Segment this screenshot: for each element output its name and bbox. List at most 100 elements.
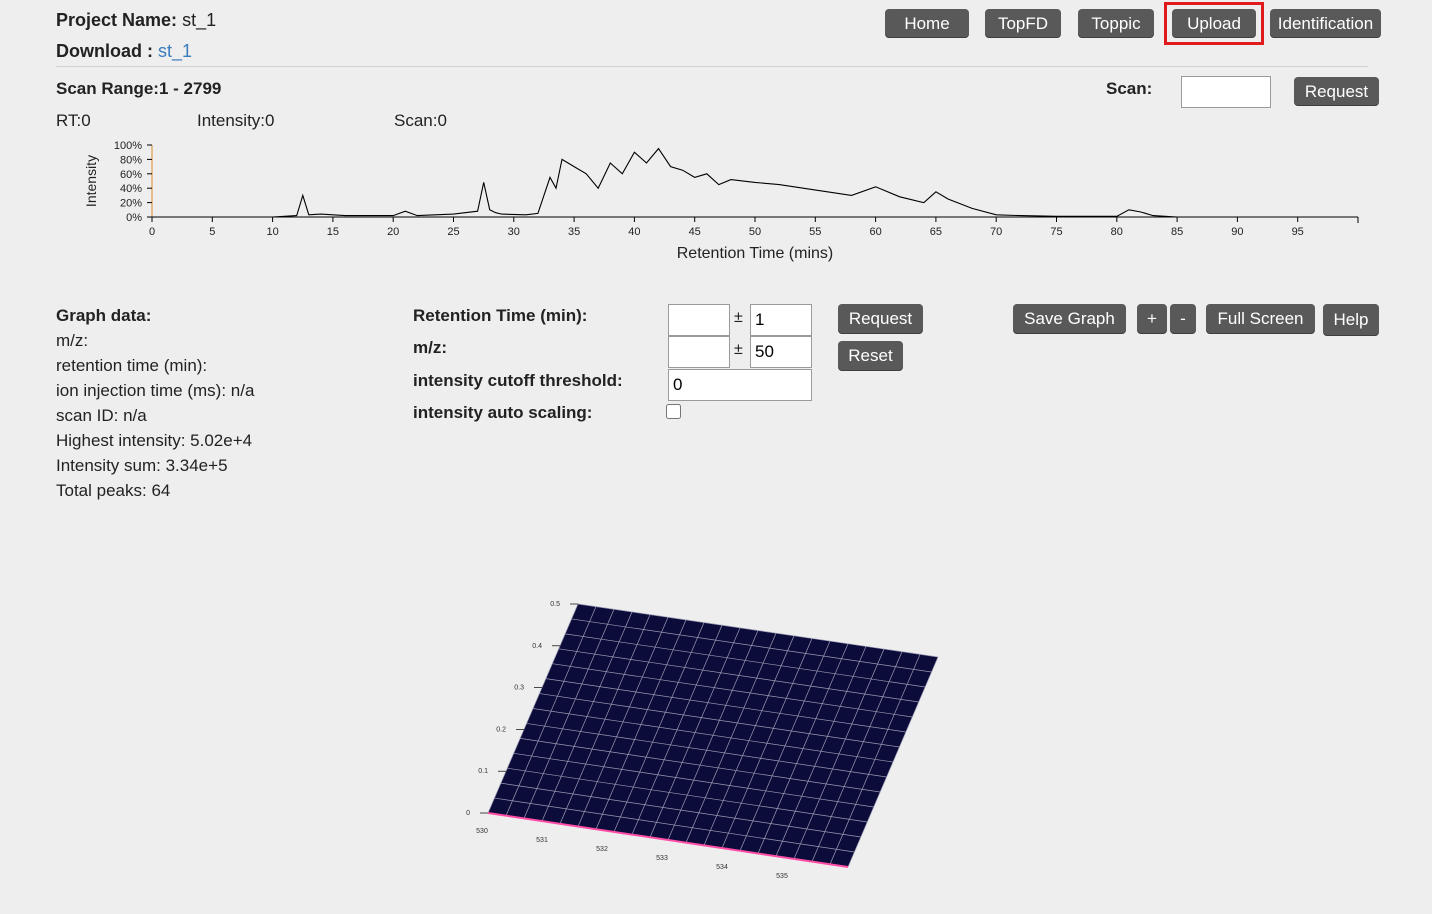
tic-chart[interactable]: 0 5 10 15 20 25 30 35 40 45 50 55 60 65 70 75 80 85 90 95 0%… (0, 130, 1432, 270)
mz-tick-label-532: 532 (596, 846, 608, 853)
home-button[interactable]: Home (885, 9, 969, 38)
scan-range: Scan Range:1 - 2799 (56, 79, 222, 98)
z-tick-label-0.1: 0.1 (478, 768, 488, 775)
request-button[interactable]: Request (838, 304, 923, 334)
gd-intensity-sum: Intensity sum: 3.34e+5 (56, 456, 228, 475)
rt-input[interactable] (668, 304, 730, 336)
download-link[interactable]: st_1 (158, 41, 193, 61)
zoom-in-button[interactable]: + (1137, 304, 1167, 334)
rt-readout: RT:0 (56, 111, 91, 130)
mz-tick-label-530: 530 (476, 828, 488, 835)
y-axis-title: Intensity (83, 155, 99, 207)
grid-line-v (545, 678, 906, 733)
auto-scaling-checkbox[interactable] (666, 404, 681, 419)
full-screen-button[interactable]: Full Screen (1206, 304, 1315, 334)
project-name-label: Project Name: st_1 (56, 10, 217, 30)
save-graph-button[interactable]: Save Graph (1013, 304, 1126, 334)
z-tick-label-0: 0 (466, 810, 470, 817)
x-tick-label-35: 35 (568, 226, 580, 238)
mz-input[interactable] (668, 336, 730, 368)
x-tick-label-15: 15 (327, 226, 339, 238)
y-tick-label-100: 100% (114, 140, 142, 152)
z-tick-label-0.2: 0.2 (496, 726, 506, 733)
x-tick-label-90: 90 (1231, 226, 1243, 238)
grid-line-v (513, 752, 874, 808)
tic-series-line (152, 147, 1298, 218)
x-tick-label-75: 75 (1050, 226, 1062, 238)
x-tick-label-55: 55 (809, 226, 821, 238)
grid-line-v (539, 693, 900, 748)
x-tick-label-95: 95 (1292, 226, 1304, 238)
x-tick-label-10: 10 (266, 226, 278, 238)
baseline (487, 812, 849, 868)
intensity-readout: Intensity:0 (197, 111, 275, 130)
upload-highlight (1164, 2, 1264, 45)
x-tick-label-70: 70 (990, 226, 1002, 238)
grid-line-v (571, 618, 932, 673)
gd-highest-intensity: Highest intensity: 5.02e+4 (56, 431, 253, 450)
zoom-out-button[interactable]: - (1170, 304, 1196, 334)
y-tick-label-60: 60% (120, 169, 142, 181)
gd-total-peaks: Total peaks: 64 (56, 481, 171, 500)
header-divider (56, 66, 1368, 67)
x-tick-label-80: 80 (1111, 226, 1123, 238)
spectrum-3d-plot[interactable]: 0.5 0.4 0.3 0.2 0.1 0 530 531 532 533 534 535 (440, 585, 960, 885)
toppic-button[interactable]: Toppic (1078, 9, 1154, 38)
gd-scan-id: scan ID: n/a (56, 406, 147, 425)
z-tick-label-0.3: 0.3 (514, 685, 524, 692)
x-tick-label-65: 65 (930, 226, 942, 238)
x-tick-label-45: 45 (689, 226, 701, 238)
grid-line-v (558, 648, 919, 703)
y-tick-label-40: 40% (120, 183, 142, 195)
scan-label: Scan: (1106, 79, 1153, 98)
x-tick-label-25: 25 (447, 226, 459, 238)
scan-request-button[interactable]: Request (1294, 77, 1379, 106)
y-tick-label-80: 80% (120, 154, 142, 166)
x-tick-label-50: 50 (749, 226, 761, 238)
download-label: Download : st_1 (56, 41, 193, 61)
x-tick-label-40: 40 (628, 226, 640, 238)
mz-tick-label-533: 533 (656, 855, 668, 862)
rt-tolerance-input[interactable] (750, 304, 812, 336)
mz-tolerance-input[interactable] (750, 336, 812, 368)
scan-readout: Scan:0 (394, 111, 447, 130)
y-tick-label-0: 0% (126, 212, 142, 224)
grid-line-v (494, 797, 855, 853)
gd-ion-injection: ion injection time (ms): n/a (56, 381, 255, 400)
x-tick-label-20: 20 (387, 226, 399, 238)
z-tick-label-0.5: 0.5 (550, 601, 560, 608)
grid-line-v (520, 738, 881, 793)
grid-line-v (500, 782, 861, 838)
cutoff-label: intensity cutoff threshold: (413, 371, 623, 390)
x-tick-label-0: 0 (149, 226, 155, 238)
x-tick-label-85: 85 (1171, 226, 1183, 238)
graph-data-title: Graph data: (56, 306, 152, 325)
grid-line-v (532, 708, 894, 763)
auto-scaling-label: intensity auto scaling: (413, 403, 593, 422)
scan-input[interactable] (1181, 76, 1271, 108)
rt-plusminus: ± (734, 309, 743, 326)
z-tick-label-0.4: 0.4 (532, 643, 542, 650)
grid-line-v (577, 603, 939, 658)
x-tick-label-5: 5 (209, 226, 215, 238)
reset-button[interactable]: Reset (838, 341, 903, 371)
x-axis-title: Retention Time (mins) (677, 245, 834, 262)
grid-line-v (552, 663, 913, 718)
cutoff-input[interactable] (668, 369, 812, 401)
upload-button[interactable]: Upload (1172, 9, 1256, 38)
rt-label: Retention Time (min): (413, 306, 588, 325)
mz-plusminus: ± (734, 341, 743, 358)
x-tick-label-60: 60 (869, 226, 881, 238)
mz-label: m/z: (413, 338, 447, 357)
topfd-button[interactable]: TopFD (985, 9, 1061, 38)
mz-tick-label-534: 534 (716, 864, 728, 871)
x-tick-label-30: 30 (508, 226, 520, 238)
mz-tick-label-535: 535 (776, 873, 788, 880)
identification-button[interactable]: Identification (1270, 9, 1381, 38)
project-name-value: st_1 (182, 10, 217, 30)
help-button[interactable]: Help (1323, 304, 1379, 336)
mz-tick-label-531: 531 (536, 837, 548, 844)
y-tick-label-20: 20% (120, 198, 142, 210)
grid-line-v (565, 633, 926, 688)
gd-rt: retention time (min): (56, 356, 208, 375)
